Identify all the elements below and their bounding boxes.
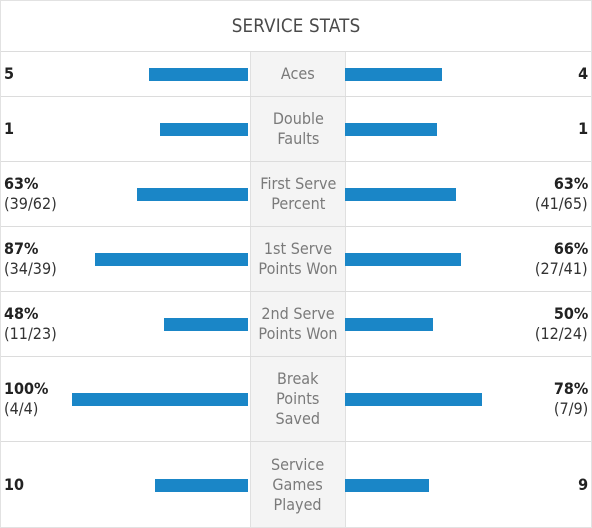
right-detail-value: (7/9): [553, 399, 588, 418]
stat-row-service-games-played: 10 Service Games Played 9: [1, 442, 591, 527]
left-value: 5: [4, 52, 15, 96]
right-main-value: 4: [577, 64, 588, 83]
left-detail-value: (4/4): [4, 399, 39, 418]
left-detail-value: (34/39): [4, 259, 57, 278]
stat-label: First Serve Percent: [259, 174, 337, 213]
left-bar: [72, 393, 248, 406]
right-detail-value: (27/41): [535, 259, 588, 278]
left-bar: [149, 68, 248, 81]
left-value: 87% (34/39): [4, 227, 63, 291]
stat-label-cell: Double Faults: [250, 97, 346, 161]
right-value: 9: [577, 442, 588, 527]
stat-row-1st-serve-points-won: 87% (34/39) 1st Serve Points Won 66% (27…: [1, 227, 591, 292]
stat-label: Aces: [281, 64, 315, 83]
right-value: 63% (41/65): [529, 162, 588, 226]
stat-row-double-faults: 1 Double Faults 1: [1, 97, 591, 162]
stat-label: 1st Serve Points Won: [258, 239, 338, 278]
stat-label: Double Faults: [272, 109, 324, 148]
right-detail-value: (41/65): [535, 194, 588, 213]
left-value: 63% (39/62): [4, 162, 63, 226]
stat-label-cell: Break Points Saved: [250, 357, 346, 441]
left-detail-value: (39/62): [4, 194, 57, 213]
left-main-value: 100%: [4, 379, 49, 398]
stat-label-cell: Aces: [250, 52, 346, 96]
right-bar: [345, 123, 437, 136]
right-detail-value: (12/24): [535, 324, 588, 343]
right-value: 1: [577, 97, 588, 161]
stat-row-aces: 5 Aces 4: [1, 52, 591, 97]
stat-label: 2nd Serve Points Won: [258, 304, 338, 343]
right-value: 50% (12/24): [529, 292, 588, 356]
stat-label: Break Points Saved: [275, 369, 321, 428]
left-main-value: 48%: [4, 304, 39, 323]
left-main-value: 1: [4, 119, 15, 138]
left-detail-value: (11/23): [4, 324, 57, 343]
right-bar: [345, 318, 433, 331]
left-bar: [95, 253, 248, 266]
right-main-value: 63%: [553, 174, 588, 193]
stat-label-cell: Service Games Played: [250, 442, 346, 527]
right-value: 66% (27/41): [529, 227, 588, 291]
stat-label-cell: 1st Serve Points Won: [250, 227, 346, 291]
left-main-value: 5: [4, 64, 15, 83]
right-main-value: 50%: [553, 304, 588, 323]
stat-label-cell: First Serve Percent: [250, 162, 346, 226]
left-bar: [164, 318, 248, 331]
left-value: 48% (11/23): [4, 292, 63, 356]
stats-header: SERVICE STATS: [1, 0, 591, 52]
right-value: 78% (7/9): [550, 357, 588, 441]
left-value: 1: [4, 97, 15, 161]
left-value: 10: [4, 442, 26, 527]
stat-label: Service Games Played: [271, 454, 325, 514]
stat-row-break-points-saved: 100% (4/4) Break Points Saved 78% (7/9): [1, 357, 591, 442]
right-main-value: 9: [577, 474, 588, 494]
left-main-value: 87%: [4, 239, 39, 258]
stat-row-first-serve-percent: 63% (39/62) First Serve Percent 63% (41/…: [1, 162, 591, 227]
left-bar: [160, 123, 248, 136]
right-bar: [345, 188, 456, 201]
right-main-value: 1: [577, 119, 588, 138]
stats-title: SERVICE STATS: [231, 15, 361, 37]
left-bar: [137, 188, 248, 201]
right-value: 4: [577, 52, 588, 96]
right-bar: [345, 393, 482, 406]
left-value: 100% (4/4): [4, 357, 53, 441]
right-bar: [345, 478, 429, 492]
stat-row-2nd-serve-points-won: 48% (11/23) 2nd Serve Points Won 50% (12…: [1, 292, 591, 357]
right-bar: [345, 68, 442, 81]
right-bar: [345, 253, 461, 266]
right-main-value: 78%: [553, 379, 588, 398]
left-main-value: 10: [4, 474, 25, 494]
left-main-value: 63%: [4, 174, 39, 193]
stat-label-cell: 2nd Serve Points Won: [250, 292, 346, 356]
right-main-value: 66%: [553, 239, 588, 258]
left-bar: [155, 478, 248, 492]
